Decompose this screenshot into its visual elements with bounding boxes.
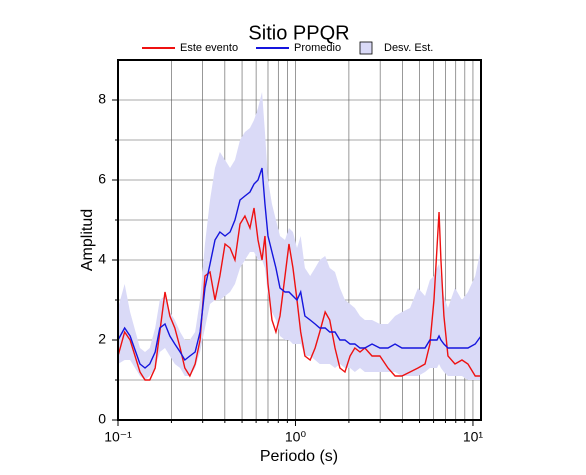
x-tick-label: 10⁻¹ (104, 429, 132, 445)
legend-swatch (359, 41, 373, 55)
series-line (117, 167, 482, 369)
axes: 10⁻¹ 10⁰ 10¹ 0 2 4 6 8 Este evento Promedio Desv. … (98, 41, 484, 445)
y-axis-label: Amplitud (79, 209, 96, 271)
x-tick-label: 10¹ (463, 429, 484, 445)
y-tick-label: 0 (98, 411, 106, 427)
y-tick-label: 4 (98, 251, 106, 267)
legend-label: Promedio (294, 42, 341, 54)
std-band (118, 92, 481, 380)
plot-area (117, 92, 482, 381)
y-tick-label: 2 (98, 331, 106, 347)
y-tick-label: 6 (98, 171, 106, 187)
chart-title: Sitio PPQR (248, 22, 349, 44)
y-tick-label: 8 (98, 91, 106, 107)
legend-label: Desv. Est. (384, 42, 433, 54)
legend-label: Este evento (180, 42, 238, 54)
x-axis-label: Periodo (s) (260, 448, 338, 465)
x-tick-label: 10⁰ (285, 429, 307, 445)
plot-frame (117, 59, 482, 421)
series-line (117, 207, 481, 381)
